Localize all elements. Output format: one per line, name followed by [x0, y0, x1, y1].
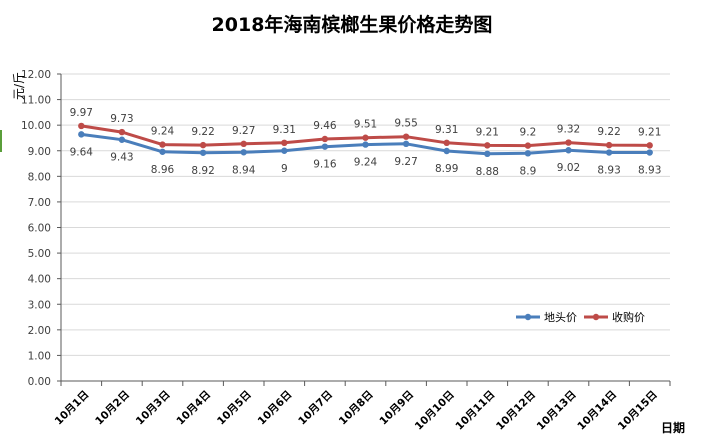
- y-tick-label: 4.00: [28, 274, 51, 286]
- y-tick-label: 8.00: [28, 171, 51, 183]
- y-tick-label: 3.00: [28, 299, 51, 311]
- data-point: [78, 131, 85, 138]
- x-tick-label: 10月7日: [296, 389, 335, 428]
- data-point: [281, 139, 288, 147]
- y-tick-label: 6.00: [28, 223, 51, 235]
- data-point: [199, 141, 207, 149]
- data-point: [118, 136, 126, 143]
- data-label: 8.93: [597, 165, 620, 177]
- data-label: 8.99: [435, 163, 458, 175]
- data-point: [605, 141, 613, 149]
- data-label: 9: [281, 163, 288, 175]
- data-label: 9.31: [435, 124, 458, 136]
- data-label: 9.21: [476, 126, 499, 138]
- data-point: [484, 142, 491, 149]
- legend-marker-1: [524, 313, 532, 321]
- data-point: [159, 148, 166, 155]
- data-label: 9.27: [394, 156, 417, 168]
- data-label: 9.24: [151, 126, 175, 138]
- data-point: [565, 147, 572, 154]
- x-tick-label: 10月6日: [256, 389, 295, 428]
- data-point: [362, 141, 369, 148]
- x-tick-label: 10月1日: [53, 389, 92, 428]
- legend-label-1: 地头价: [544, 311, 577, 324]
- data-point: [78, 122, 85, 130]
- data-label: 9.22: [191, 126, 214, 138]
- x-tick-label: 10月11日: [453, 389, 497, 433]
- data-label: 9.51: [354, 119, 377, 131]
- x-tick-label: 10月13日: [535, 389, 579, 433]
- data-point: [605, 149, 613, 156]
- data-label: 9.16: [313, 159, 337, 171]
- data-point: [565, 139, 572, 146]
- legend-label-2: 收购价: [612, 310, 645, 324]
- data-label: 9.97: [70, 107, 93, 119]
- data-label: 9.21: [638, 126, 661, 138]
- data-point: [443, 139, 450, 147]
- data-point: [199, 149, 207, 156]
- data-label: 9.02: [557, 162, 580, 174]
- data-label: 8.93: [638, 165, 661, 177]
- data-point: [402, 140, 410, 148]
- window-edge-marker: [0, 130, 2, 152]
- x-tick-label: 10月2日: [93, 389, 132, 428]
- y-tick-label: 9.00: [28, 146, 51, 158]
- x-axis-label: 日期: [661, 420, 685, 435]
- y-tick-label: 10.00: [21, 120, 51, 132]
- y-tick-label: 1.00: [28, 350, 51, 362]
- data-point: [118, 128, 126, 136]
- legend-marker-2: [592, 313, 600, 321]
- data-label: 9.2: [520, 127, 537, 139]
- x-tick-label: 10月9日: [377, 389, 416, 428]
- data-point: [484, 150, 491, 158]
- data-point: [362, 134, 369, 141]
- data-point: [646, 149, 653, 156]
- y-tick-label: 5.00: [28, 248, 51, 260]
- y-tick-label: 11.00: [21, 95, 51, 107]
- x-tick-label: 10月3日: [134, 389, 173, 428]
- data-point: [402, 133, 410, 140]
- y-tick-label: 12.00: [21, 69, 51, 81]
- data-label: 9.32: [557, 124, 580, 136]
- data-label: 9.73: [110, 113, 133, 125]
- data-label: 9.43: [110, 152, 133, 164]
- data-label: 8.92: [191, 165, 214, 177]
- x-tick-label: 10月14日: [575, 389, 619, 433]
- data-label: 8.88: [476, 166, 499, 178]
- data-point: [240, 140, 247, 148]
- data-label: 9.46: [313, 120, 337, 132]
- y-tick-label: 2.00: [28, 325, 51, 337]
- data-label: 9.24: [354, 157, 378, 169]
- x-tick-label: 10月12日: [494, 389, 538, 433]
- x-tick-label: 10月5日: [215, 389, 254, 428]
- data-label: 8.9: [520, 165, 537, 177]
- data-label: 8.96: [151, 164, 175, 176]
- data-point: [524, 142, 532, 149]
- y-axis-label: 元/斤: [12, 72, 26, 100]
- data-point: [646, 142, 653, 149]
- x-tick-label: 10月4日: [174, 389, 213, 428]
- data-label: 9.22: [597, 126, 620, 138]
- data-point: [443, 147, 450, 155]
- x-tick-label: 10月8日: [337, 389, 376, 428]
- data-label: 8.94: [232, 164, 256, 176]
- data-point: [281, 147, 288, 154]
- data-point: [321, 135, 329, 143]
- data-point: [321, 143, 329, 150]
- y-tick-label: 7.00: [28, 197, 51, 209]
- y-tick-label: 0.00: [28, 376, 51, 388]
- data-point: [159, 141, 166, 148]
- data-point: [240, 149, 247, 156]
- chart-title: 2018年海南槟榔生果价格走势图: [212, 13, 493, 36]
- data-point: [524, 150, 532, 157]
- x-tick-label: 10月15日: [616, 389, 660, 433]
- data-label: 9.64: [70, 146, 94, 158]
- data-label: 9.27: [232, 125, 255, 137]
- data-label: 9.55: [394, 118, 417, 130]
- data-label: 9.31: [273, 124, 296, 136]
- x-tick-label: 10月10日: [413, 389, 457, 433]
